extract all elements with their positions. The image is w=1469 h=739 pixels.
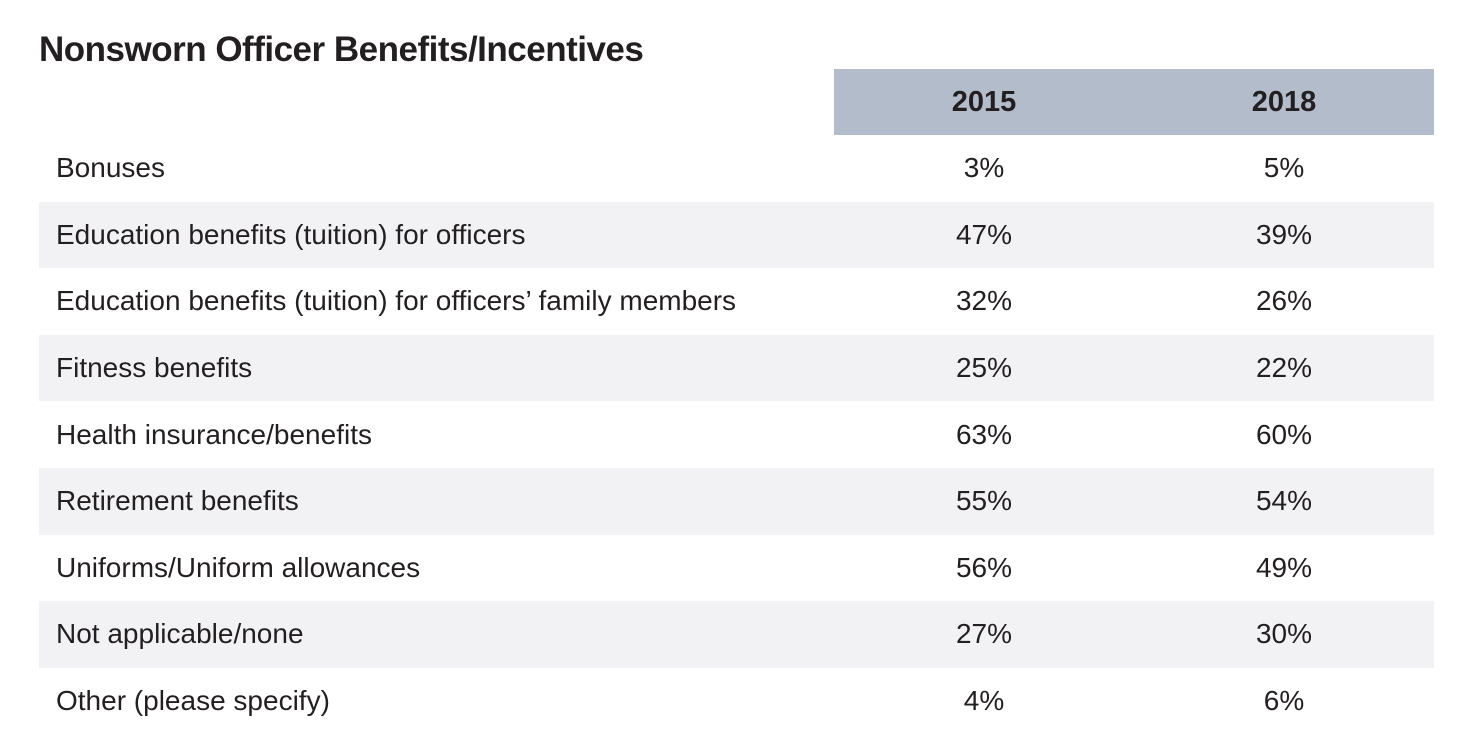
cell-2015: 47%: [955, 218, 1013, 250]
table-row: Bonuses 3% 5%: [39, 135, 1434, 202]
row-label: Education benefits (tuition) for officer…: [56, 218, 526, 250]
cell-2015: 27%: [955, 618, 1013, 650]
cell-2018: 60%: [1255, 418, 1313, 450]
row-label: Other (please specify): [56, 685, 330, 717]
table-row: Health insurance/benefits 63% 60%: [39, 401, 1434, 468]
cell-2018: 30%: [1255, 618, 1313, 650]
cell-2015: 25%: [955, 352, 1013, 384]
table-row: Not applicable/none 27% 30%: [39, 601, 1434, 668]
row-label: Uniforms/Uniform allowances: [56, 551, 421, 583]
cell-2018: 5%: [1263, 152, 1305, 184]
column-header-2018: 2018: [1251, 86, 1317, 118]
table-row: Retirement benefits 55% 54%: [39, 467, 1434, 535]
row-label: Not applicable/none: [56, 618, 304, 650]
table-row: Uniforms/Uniform allowances 56% 49%: [39, 535, 1434, 602]
row-label: Health insurance/benefits: [56, 418, 372, 450]
table-row: Fitness benefits 25% 22%: [39, 334, 1434, 402]
cell-2018: 49%: [1255, 551, 1313, 583]
cell-2018: 39%: [1255, 218, 1313, 250]
row-label: Retirement benefits: [56, 485, 299, 517]
cell-2018: 26%: [1255, 285, 1313, 317]
cell-2018: 6%: [1263, 685, 1305, 717]
row-label: Fitness benefits: [56, 352, 253, 384]
table-title: Nonsworn Officer Benefits/Incentives: [39, 30, 644, 69]
row-label: Education benefits (tuition) for officer…: [56, 285, 737, 317]
cell-2015: 63%: [955, 418, 1013, 450]
cell-2015: 56%: [955, 551, 1013, 583]
column-header-band: [834, 69, 1434, 135]
table-row: Education benefits (tuition) for officer…: [39, 201, 1434, 269]
cell-2015: 4%: [963, 685, 1005, 717]
cell-2018: 22%: [1255, 352, 1313, 384]
cell-2018: 54%: [1255, 485, 1313, 517]
cell-2015: 3%: [963, 152, 1005, 184]
column-header-2015: 2015: [951, 86, 1017, 118]
table-row: Education benefits (tuition) for officer…: [39, 268, 1434, 335]
cell-2015: 55%: [955, 485, 1013, 517]
cell-2015: 32%: [955, 285, 1013, 317]
table-body: Bonuses 3% 5% Education benefits (tuition) …: [39, 135, 1434, 734]
row-label: Bonuses: [56, 152, 165, 184]
table-row: Other (please specify) 4% 6%: [39, 668, 1434, 735]
